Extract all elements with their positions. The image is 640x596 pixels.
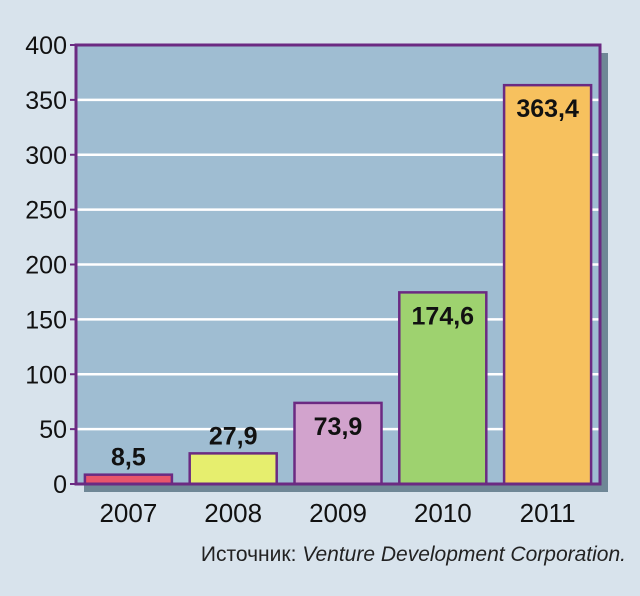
source-note: Источник: Venture Development Corporatio… — [201, 543, 626, 567]
y-tick-label: 300 — [25, 142, 67, 170]
data-label: 363,4 — [516, 95, 579, 123]
source-name: Venture Development Corporation. — [302, 543, 626, 566]
x-tick-label: 2008 — [204, 498, 262, 528]
x-tick-label: 2009 — [309, 498, 367, 528]
data-labels: 8,5 27,9 73,9 174,6 363,4 — [111, 95, 579, 472]
y-tick-label: 400 — [25, 32, 67, 60]
y-tick-label: 350 — [25, 87, 67, 115]
bar-2010 — [398, 291, 488, 486]
y-tick-label: 250 — [25, 197, 67, 225]
y-tick-label: 100 — [25, 361, 67, 389]
x-axis-ticks: 2007 2008 2009 2010 2011 — [99, 498, 575, 528]
bars — [83, 83, 593, 486]
bar-2011 — [502, 83, 593, 486]
data-label: 27,9 — [209, 422, 258, 450]
x-tick-label: 2011 — [520, 498, 576, 528]
bar-2008 — [188, 452, 278, 486]
data-label: 174,6 — [412, 302, 475, 330]
x-tick-label: 2007 — [99, 498, 157, 528]
source-prefix: Источник: — [200, 543, 303, 566]
x-tick-label: 2010 — [414, 498, 472, 528]
data-label: 8,5 — [111, 444, 146, 472]
y-tick-label: 150 — [25, 306, 67, 334]
y-tick-label: 50 — [39, 416, 67, 444]
y-axis-ticks: 0 50 100 150 200 250 300 350 400 — [25, 32, 76, 499]
y-tick-label: 200 — [25, 252, 67, 280]
data-label: 73,9 — [314, 413, 363, 441]
y-tick-label: 0 — [53, 471, 67, 499]
